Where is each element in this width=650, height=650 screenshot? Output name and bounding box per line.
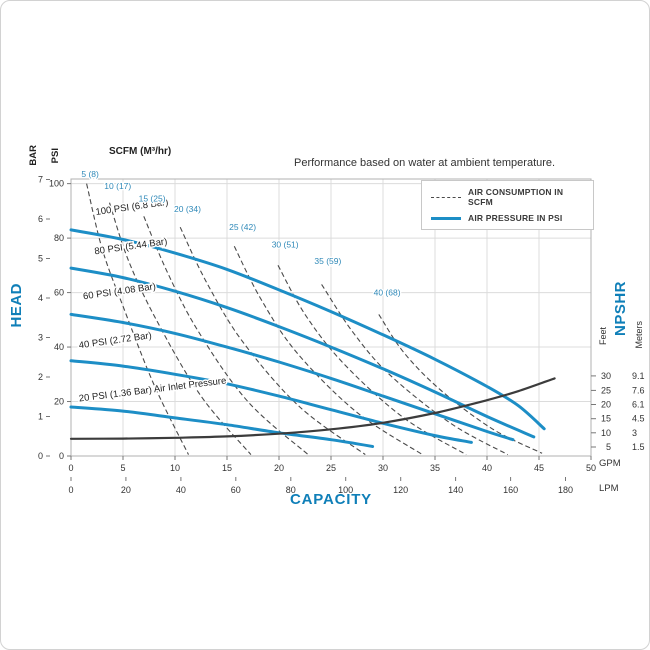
air-pressure-curve — [69, 228, 546, 431]
svg-text:1.5: 1.5 — [632, 442, 645, 452]
svg-text:35: 35 — [430, 463, 440, 473]
svg-text:20 PSI (1.36 Bar) Air Inlet Pr: 20 PSI (1.36 Bar) Air Inlet Pressure — [78, 375, 227, 404]
air-consumption-curve — [378, 314, 543, 454]
npshr-curve — [69, 377, 556, 440]
svg-text:100: 100 — [338, 485, 353, 495]
air-pressure-curve — [69, 266, 536, 439]
legend-item-air-pressure: AIR PRESSURE IN PSI — [431, 213, 584, 223]
scfm-header: SCFM (M³/hr) — [109, 146, 172, 157]
svg-text:20: 20 — [601, 400, 611, 410]
svg-text:7.6: 7.6 — [632, 385, 645, 395]
air-pressure-curve — [69, 359, 473, 444]
svg-text:5 (8): 5 (8) — [81, 169, 99, 179]
air-pressure-curve — [69, 312, 515, 442]
svg-text:3: 3 — [38, 333, 43, 343]
solid-line-sample — [431, 216, 461, 220]
svg-text:25: 25 — [326, 463, 336, 473]
gpm-axis-unit: GPM — [599, 458, 621, 469]
svg-text:4.5: 4.5 — [632, 414, 645, 424]
svg-text:50: 50 — [586, 463, 596, 473]
chart-title: Performance based on water at ambient te… — [294, 157, 556, 169]
svg-text:60: 60 — [54, 288, 64, 298]
svg-text:9.1: 9.1 — [632, 371, 645, 381]
legend-label: AIR PRESSURE IN PSI — [468, 213, 563, 223]
npshr-axis-label: NPSHR — [612, 281, 629, 337]
svg-text:60 PSI (4.08 Bar): 60 PSI (4.08 Bar) — [82, 281, 156, 302]
air-consumption-curve — [108, 202, 252, 455]
capacity-axis-label: CAPACITY — [290, 491, 372, 508]
svg-text:120: 120 — [393, 485, 408, 495]
psi-axis-unit: PSI — [50, 148, 61, 164]
legend-label: AIR CONSUMPTION IN SCFM — [468, 187, 564, 207]
svg-text:35 (59): 35 (59) — [314, 256, 341, 266]
dashed-line-sample — [431, 196, 461, 198]
legend-item-air-consumption: AIR CONSUMPTION IN SCFM — [431, 187, 584, 207]
svg-text:7: 7 — [38, 175, 43, 185]
svg-text:140: 140 — [448, 485, 463, 495]
svg-text:5: 5 — [606, 442, 611, 452]
air-pressure-curve — [69, 405, 375, 448]
svg-text:3: 3 — [632, 428, 637, 438]
svg-text:30 (51): 30 (51) — [272, 240, 299, 250]
air-consumption-curve — [143, 216, 309, 456]
svg-text:0: 0 — [68, 485, 73, 495]
head-axis-label: HEAD — [8, 283, 25, 328]
axis-ticks — [46, 179, 596, 481]
svg-text:15: 15 — [601, 414, 611, 424]
svg-text:2: 2 — [38, 372, 43, 382]
bar-axis-unit: BAR — [28, 145, 39, 166]
svg-text:40: 40 — [482, 463, 492, 473]
air-consumption-curve — [179, 226, 366, 456]
svg-text:80: 80 — [286, 485, 296, 495]
svg-text:160: 160 — [503, 485, 518, 495]
svg-text:25 (42): 25 (42) — [229, 222, 256, 232]
svg-text:20 (34): 20 (34) — [174, 204, 201, 214]
svg-text:6: 6 — [38, 214, 43, 224]
svg-text:25: 25 — [601, 385, 611, 395]
svg-text:6.1: 6.1 — [632, 400, 645, 410]
svg-text:45: 45 — [534, 463, 544, 473]
svg-text:10: 10 — [170, 463, 180, 473]
svg-text:40: 40 — [54, 342, 64, 352]
meters-axis-unit: Meters — [634, 321, 644, 349]
svg-text:1: 1 — [38, 412, 43, 422]
svg-text:40: 40 — [176, 485, 186, 495]
svg-text:60: 60 — [231, 485, 241, 495]
svg-text:4: 4 — [38, 293, 43, 303]
svg-text:15: 15 — [222, 463, 232, 473]
feet-axis-unit: Feet — [598, 327, 608, 346]
svg-text:40 PSI (2.72 Bar): 40 PSI (2.72 Bar) — [78, 330, 152, 351]
svg-text:30: 30 — [378, 463, 388, 473]
svg-text:10 (17): 10 (17) — [104, 181, 131, 191]
lpm-axis-unit: LPM — [599, 483, 619, 494]
svg-text:20: 20 — [121, 485, 131, 495]
svg-text:30: 30 — [601, 371, 611, 381]
svg-text:10: 10 — [601, 428, 611, 438]
scfm-curve-labels: 5 (8) 10 (17) 15 (25) 20 (34) 25 (42) 30 (51)… — [80, 168, 402, 299]
air-pressure-curves — [69, 228, 546, 448]
svg-text:0: 0 — [68, 463, 73, 473]
svg-text:20: 20 — [274, 463, 284, 473]
svg-text:80 PSI (5.44 Bar): 80 PSI (5.44 Bar) — [94, 236, 168, 257]
svg-text:100: 100 — [49, 179, 64, 189]
svg-text:0: 0 — [59, 451, 64, 461]
svg-text:5: 5 — [120, 463, 125, 473]
svg-text:20: 20 — [54, 397, 64, 407]
svg-text:180: 180 — [558, 485, 573, 495]
svg-text:5: 5 — [38, 254, 43, 264]
legend: AIR CONSUMPTION IN SCFM AIR PRESSURE IN … — [421, 180, 594, 230]
svg-text:15 (25): 15 (25) — [139, 193, 166, 203]
air-consumption-curve — [233, 246, 423, 456]
svg-text:80: 80 — [54, 233, 64, 243]
air-consumption-curve — [86, 183, 189, 455]
svg-text:40 (68): 40 (68) — [374, 287, 401, 297]
svg-text:0: 0 — [38, 451, 43, 461]
